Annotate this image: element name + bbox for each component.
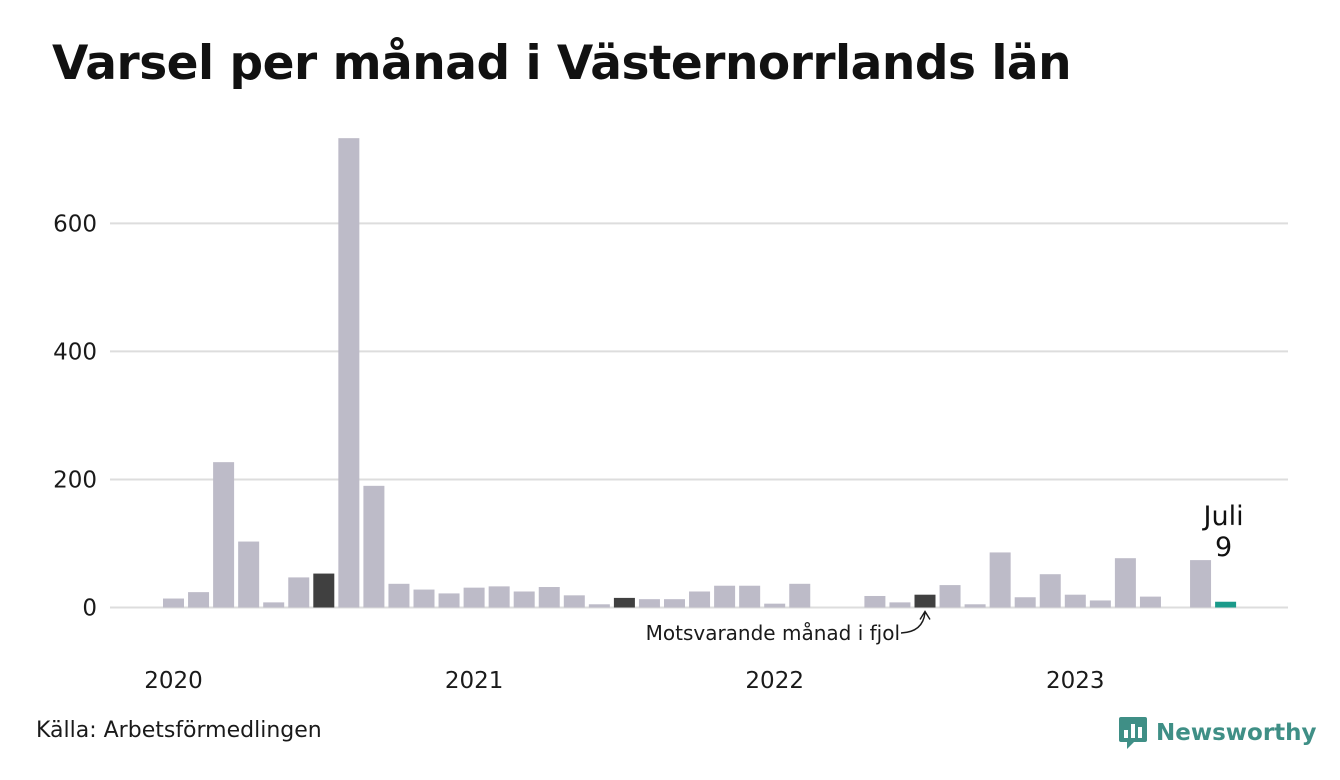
bar-2020-10 (388, 583, 410, 608)
bar-2023-01 (1064, 594, 1086, 608)
bar-2022-06 (889, 602, 911, 608)
x-axis-ticks: 2020 2021 2022 2023 (144, 668, 1104, 694)
bar-2021-07 (613, 597, 635, 608)
bar-2022-10 (989, 552, 1011, 608)
bar-2022-02 (789, 583, 811, 608)
source-note: Källa: Arbetsförmedlingen (36, 718, 322, 743)
bars (163, 138, 1237, 608)
bar-2021-01 (463, 587, 485, 608)
bar-2021-11 (714, 585, 736, 608)
bar-2020-12 (438, 593, 460, 608)
chart-title: Varsel per månad i Västernorrlands län (52, 36, 1072, 91)
newsworthy-logo-icon (1119, 717, 1147, 749)
bar-2021-05 (563, 595, 585, 608)
bar-2022-08 (939, 585, 961, 608)
bar-2021-12 (739, 585, 761, 608)
previous-year-annotation: Motsvarande månad i fjol (646, 621, 900, 645)
bar-2020-09 (363, 485, 385, 608)
bar-2021-08 (638, 599, 660, 608)
bar-2021-06 (588, 604, 610, 608)
bar-2022-01 (764, 603, 786, 608)
bar-2020-06 (288, 577, 310, 608)
y-tick-label: 400 (53, 339, 97, 365)
bar-2023-07 (1215, 601, 1237, 608)
x-tick-label-2023: 2023 (1046, 668, 1105, 694)
bar-2023-02 (1089, 600, 1111, 608)
bar-2021-09 (664, 599, 685, 608)
bar-2023-03 (1114, 558, 1136, 608)
bar-2022-07 (914, 594, 936, 608)
bar-2021-10 (689, 591, 711, 608)
y-tick-label: 600 (53, 211, 97, 237)
bar-2021-02 (488, 586, 510, 608)
bar-2020-07 (313, 573, 335, 608)
annotation-arrow (900, 610, 931, 634)
bar-2022-12 (1039, 574, 1061, 608)
bar-2021-04 (538, 587, 560, 608)
bar-2021-03 (513, 591, 535, 608)
y-tick-label: 0 (82, 596, 97, 622)
x-tick-label-2021: 2021 (445, 668, 504, 694)
bar-2020-05 (263, 602, 285, 608)
bar-2020-04 (238, 541, 260, 608)
y-axis-ticks: 0 200 400 600 (53, 211, 97, 621)
gridlines (110, 222, 1288, 609)
bar-2022-05 (864, 595, 886, 608)
x-tick-label-2022: 2022 (745, 668, 804, 694)
newsworthy-logo-text: Newsworthy (1156, 720, 1317, 746)
annotations: Motsvarande månad i fjol Juli 9 (646, 501, 1244, 645)
bar-2020-01 (163, 598, 184, 608)
bar-2020-03 (213, 462, 235, 608)
bar-2020-02 (188, 592, 210, 608)
current-month-label: Juli (1202, 501, 1244, 532)
bar-chart: 0 200 400 600 2020 2021 2022 2023 Motsvarande … (53, 138, 1288, 694)
bar-2020-11 (413, 589, 435, 608)
x-tick-label-2020: 2020 (144, 668, 203, 694)
bar-2020-08 (338, 138, 360, 608)
newsworthy-logo: Newsworthy (1118, 714, 1317, 752)
bar-2022-09 (964, 604, 986, 608)
bar-2023-04 (1139, 596, 1161, 608)
bar-2022-11 (1014, 597, 1036, 608)
y-tick-label: 200 (53, 467, 97, 493)
current-value-label: 9 (1215, 532, 1232, 563)
bar-2023-06 (1190, 560, 1212, 608)
